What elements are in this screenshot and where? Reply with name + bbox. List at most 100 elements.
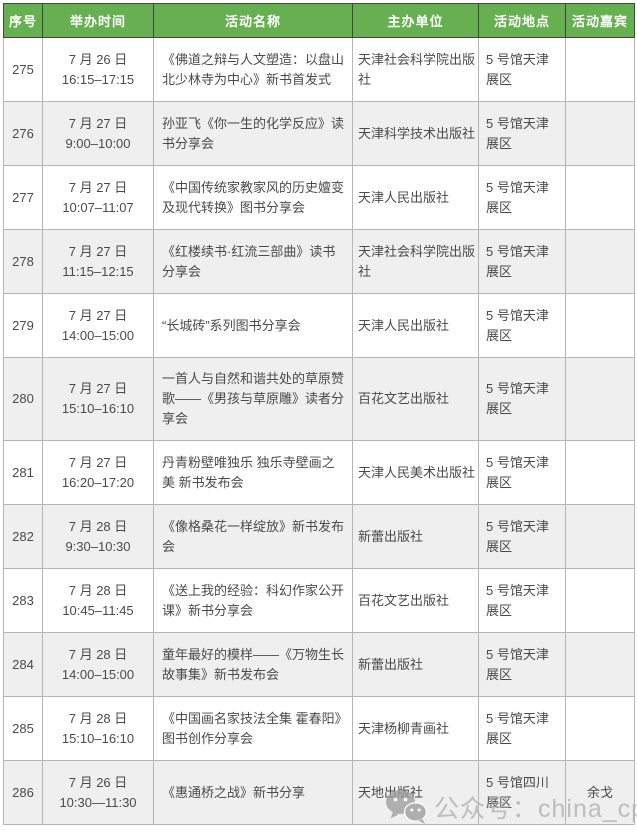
- table-row: 283 7 月 28 日 10:45–11:45 《送上我的经验：科幻作家公开课》新书…: [3, 568, 635, 633]
- event-venue-cell: 5 号馆天津展区: [478, 568, 566, 633]
- table-row: 284 7 月 28 日 14:00–15:00 童年最好的模样——《万物生长故事集》…: [3, 632, 635, 697]
- event-date: 7 月 28 日: [68, 518, 128, 534]
- event-time: 11:15–12:15: [62, 263, 134, 279]
- event-guest-cell: [565, 568, 635, 633]
- event-time: 14:00–15:00: [61, 327, 135, 343]
- table-row: 280 7 月 27 日 15:10–16:10 一首人与自然和谐共处的草原赞歌——《…: [3, 357, 635, 441]
- event-organizer-cell: 新蕾出版社: [352, 504, 479, 569]
- event-time: 10:07–11:07: [62, 199, 134, 215]
- event-title-cell: 《佛道之辩与人文塑造：以盘山北少林寺为中心》新书首发式: [153, 37, 353, 102]
- event-venue-cell: 5 号馆天津展区: [478, 632, 566, 697]
- event-venue-cell: 5 号馆天津展区: [478, 357, 566, 441]
- column-header-time: 举办时间: [42, 3, 154, 38]
- event-time: 16:15–17:15: [61, 71, 135, 87]
- event-time: 9:30–10:30: [65, 538, 131, 554]
- row-number-cell: 282: [3, 504, 43, 569]
- event-date: 7 月 26 日: [68, 774, 128, 790]
- row-number-cell: 279: [3, 293, 43, 358]
- event-time-cell: 7 月 27 日 16:20–17:20: [42, 440, 154, 505]
- event-organizer-cell: 百花文艺出版社: [352, 568, 479, 633]
- event-organizer-cell: 天津人民出版社: [352, 165, 479, 230]
- event-organizer-cell: 天津社会科学院出版社: [352, 37, 479, 102]
- event-title-cell: 《惠通桥之战》新书分享: [153, 760, 353, 825]
- event-venue-cell: 5 号馆天津展区: [478, 37, 566, 102]
- event-venue-cell: 5 号馆天津展区: [478, 229, 566, 294]
- column-header-number: 序号: [3, 3, 43, 38]
- event-date: 7 月 28 日: [68, 646, 128, 662]
- column-header-name: 活动名称: [153, 3, 353, 38]
- row-number-cell: 285: [3, 696, 43, 761]
- event-date: 7 月 27 日: [68, 179, 128, 195]
- event-guest-cell: [565, 165, 635, 230]
- event-title-cell: 《送上我的经验：科幻作家公开课》新书分享会: [153, 568, 353, 633]
- event-guest-cell: [565, 632, 635, 697]
- table-header-row: 序号 举办时间 活动名称 主办单位 活动地点 活动嘉宾: [3, 3, 635, 38]
- event-title-cell: 孙亚飞《你一生的化学反应》读书分享会: [153, 101, 353, 166]
- column-header-venue: 活动地点: [478, 3, 566, 38]
- event-organizer-cell: 天津人民美术出版社: [352, 440, 479, 505]
- event-guest-cell: 余戈: [565, 760, 635, 825]
- event-venue-cell: 5 号馆天津展区: [478, 504, 566, 569]
- row-number-cell: 275: [3, 37, 43, 102]
- event-organizer-cell: 百花文艺出版社: [352, 357, 479, 441]
- event-time-cell: 7 月 27 日 14:00–15:00: [42, 293, 154, 358]
- event-time: 10:45–11:45: [62, 602, 134, 618]
- event-time-cell: 7 月 28 日 10:45–11:45: [42, 568, 154, 633]
- row-number-cell: 276: [3, 101, 43, 166]
- event-time-cell: 7 月 27 日 11:15–12:15: [42, 229, 154, 294]
- event-guest-cell: [565, 440, 635, 505]
- table-row: 281 7 月 27 日 16:20–17:20 丹青粉壁唯独乐 独乐寺壁画之美 新书…: [3, 440, 635, 505]
- event-venue-cell: 5 号馆天津展区: [478, 696, 566, 761]
- event-guest-cell: [565, 696, 635, 761]
- event-time-cell: 7 月 28 日 14:00–15:00: [42, 632, 154, 697]
- event-time-cell: 7 月 28 日 15:10–16:10: [42, 696, 154, 761]
- event-title-cell: 童年最好的模样——《万物生长故事集》新书发布会: [153, 632, 353, 697]
- event-guest-cell: [565, 293, 635, 358]
- row-number-cell: 286: [3, 760, 43, 825]
- table-row: 275 7 月 26 日 16:15–17:15 《佛道之辩与人文塑造：以盘山北少林寺…: [3, 37, 635, 102]
- event-date: 7 月 28 日: [68, 582, 128, 598]
- event-guest-cell: [565, 37, 635, 102]
- column-header-organizer: 主办单位: [352, 3, 479, 38]
- table-row: 286 7 月 26 日 10:30—11:30 《惠通桥之战》新书分享 天地出版社 5 …: [3, 760, 635, 825]
- event-date: 7 月 27 日: [68, 307, 128, 323]
- event-time: 10:30—11:30: [59, 794, 137, 810]
- table-row: 278 7 月 27 日 11:15–12:15 《红楼续书·红流三部曲》读书分享会天…: [3, 229, 635, 294]
- event-organizer-cell: 天津人民出版社: [352, 293, 479, 358]
- event-time: 16:20–17:20: [61, 474, 135, 490]
- event-date: 7 月 26 日: [68, 51, 128, 67]
- row-number-cell: 278: [3, 229, 43, 294]
- table-body: 275 7 月 26 日 16:15–17:15 《佛道之辩与人文塑造：以盘山北少林寺…: [3, 37, 635, 825]
- event-time-cell: 7 月 27 日 9:00–10:00: [42, 101, 154, 166]
- event-date: 7 月 28 日: [68, 710, 128, 726]
- event-time-cell: 7 月 26 日 16:15–17:15: [42, 37, 154, 102]
- event-time: 14:00–15:00: [61, 666, 135, 682]
- event-title-cell: 《中国传统家教家风的历史嬗变及现代转换》图书分享会: [153, 165, 353, 230]
- event-organizer-cell: 天地出版社: [352, 760, 479, 825]
- event-date: 7 月 27 日: [68, 381, 128, 396]
- event-time: 15:10–16:10: [61, 730, 135, 746]
- event-time-cell: 7 月 28 日 9:30–10:30: [42, 504, 154, 569]
- event-title-cell: “长城砖”系列图书分享会: [153, 293, 353, 358]
- row-number-cell: 277: [3, 165, 43, 230]
- event-time-cell: 7 月 27 日 15:10–16:10: [42, 357, 154, 441]
- event-time-cell: 7 月 27 日 10:07–11:07: [42, 165, 154, 230]
- event-venue-cell: 5 号馆天津展区: [478, 101, 566, 166]
- row-number-cell: 283: [3, 568, 43, 633]
- column-header-guest: 活动嘉宾: [565, 3, 635, 38]
- event-time: 9:00–10:00: [65, 135, 131, 151]
- event-guest-cell: [565, 504, 635, 569]
- row-number-cell: 281: [3, 440, 43, 505]
- event-organizer-cell: 新蕾出版社: [352, 632, 479, 697]
- table-row: 285 7 月 28 日 15:10–16:10 《中国画名家技法全集 霍春阳》图书创…: [3, 696, 635, 761]
- event-guest-cell: [565, 357, 635, 441]
- event-venue-cell: 5 号馆天津展区: [478, 440, 566, 505]
- event-date: 7 月 27 日: [68, 454, 128, 470]
- event-title-cell: 一首人与自然和谐共处的草原赞歌——《男孩与草原雕》读者分享会: [153, 357, 353, 441]
- row-number-cell: 284: [3, 632, 43, 697]
- event-title-cell: 《中国画名家技法全集 霍春阳》图书创作分享会: [153, 696, 353, 761]
- row-number-cell: 280: [3, 357, 43, 441]
- event-time-cell: 7 月 26 日 10:30—11:30: [42, 760, 154, 825]
- event-title-cell: 《红楼续书·红流三部曲》读书分享会: [153, 229, 353, 294]
